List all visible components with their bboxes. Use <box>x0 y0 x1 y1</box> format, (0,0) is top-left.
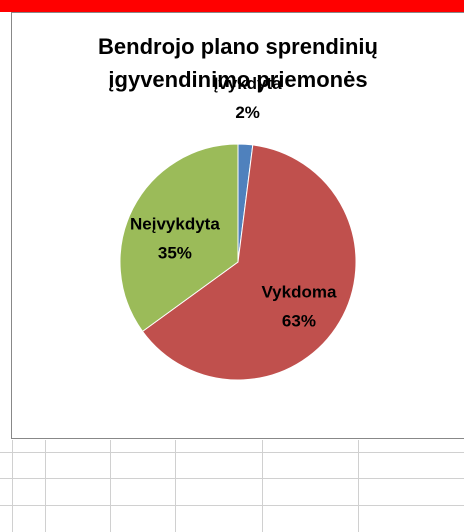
slice-value-label: 2% <box>235 103 260 122</box>
sheet-grid <box>0 440 464 532</box>
slice-label: Neįvykdyta <box>130 214 220 233</box>
pie-slice <box>119 143 239 333</box>
slice-value-label: 63% <box>282 312 316 331</box>
pie-slice <box>141 144 357 381</box>
slice-value-label: 35% <box>158 243 192 262</box>
slice-label: Vykdoma <box>261 283 337 302</box>
chart-title: Bendrojo plano sprendinių įgyvendinimo p… <box>98 34 378 92</box>
slice-label: Įvykdyta <box>214 74 283 93</box>
header-bar <box>0 0 464 12</box>
